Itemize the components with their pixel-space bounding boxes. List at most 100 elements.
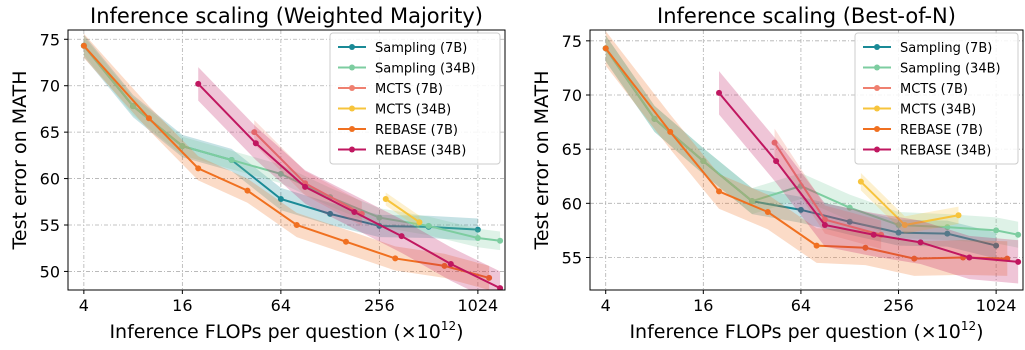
- p1-point-rebase-34b-3: [870, 231, 877, 238]
- p1-legend-marker-rebase-7b: [874, 126, 880, 132]
- p1-line-sampling-34b: [604, 47, 1019, 236]
- p0-y-tick-label-50: 50: [40, 262, 60, 281]
- p0-point-sampling-34b-4: [277, 170, 284, 177]
- p0-legend-item-mcts-7b: MCTS (7B): [338, 82, 443, 97]
- p0-point-rebase-34b-0: [195, 80, 202, 87]
- p1-series-mcts-34b: [857, 173, 962, 234]
- p0-legend-label-sampling-7b: Sampling (7B): [375, 41, 467, 56]
- p0-point-rebase-7b-2: [195, 165, 202, 172]
- p1-legend-label-rebase-7b: REBASE (7B): [900, 123, 983, 138]
- p1-x-tick-label-16: 16: [693, 296, 713, 315]
- p0-legend-label-mcts-7b: MCTS (7B): [375, 82, 443, 97]
- p0-y-tick-label-65: 65: [40, 123, 60, 142]
- p1-legend-item-sampling-34b: Sampling (34B): [863, 62, 1001, 77]
- p0-point-sampling-34b-8: [474, 235, 481, 241]
- p0-legend-item-rebase-7b: REBASE (7B): [338, 123, 458, 138]
- p1-point-sampling-7b-8: [993, 242, 1000, 249]
- p0-band-rebase-34b: [198, 67, 501, 290]
- p0-point-rebase-34b-4: [398, 233, 405, 240]
- p1-point-sampling-7b-6: [895, 229, 902, 236]
- p1-legend-item-rebase-34b: REBASE (34B): [863, 144, 991, 159]
- p1-y-tick-label-55: 55: [562, 249, 582, 268]
- p1-x-axis-label-text: Inference FLOPs per question (×10: [629, 321, 960, 343]
- p1-point-rebase-34b-4: [917, 239, 924, 246]
- p1-point-sampling-7b-5: [846, 218, 853, 225]
- p1-x-tick-label-4: 4: [601, 296, 611, 315]
- p0-point-sampling-34b-7: [425, 222, 432, 229]
- p0-point-rebase-7b-8: [486, 274, 493, 281]
- p1-band-mcts-34b: [860, 173, 959, 234]
- p1-point-rebase-34b-1: [773, 158, 780, 165]
- p0-legend-item-rebase-34b: REBASE (34B): [338, 144, 466, 159]
- p1-legend-box: [854, 32, 1019, 165]
- p1-point-rebase-7b-2: [716, 188, 723, 195]
- p1-x-tick-label-1024: 1024: [976, 296, 1017, 315]
- p0-point-rebase-34b-2: [302, 183, 309, 190]
- p0-legend-item-sampling-34b: Sampling (34B): [338, 62, 476, 77]
- p1-legend-item-mcts-34b: MCTS (34B): [863, 103, 976, 118]
- p1-point-rebase-7b-5: [862, 244, 869, 251]
- p1-legend-marker-mcts-34b: [874, 105, 880, 112]
- p1-point-rebase-7b-1: [667, 128, 674, 135]
- p0-point-sampling-7b-8: [474, 226, 481, 233]
- p1-point-mcts-34b-2: [955, 212, 962, 219]
- p1-series-mcts-7b: [771, 128, 885, 249]
- p1-point-rebase-34b-2: [821, 222, 828, 228]
- p0-x-axis-label-text: Inference FLOPs per question (×10: [109, 321, 440, 343]
- p0-legend-marker-sampling-7b: [349, 44, 355, 50]
- p0-legend-box: [329, 32, 501, 165]
- p0-x-tick-label-16: 16: [172, 296, 192, 315]
- p0-point-mcts-7b-0: [251, 129, 258, 136]
- p0-point-sampling-34b-2: [179, 143, 186, 150]
- p0-point-sampling-34b-1: [130, 103, 137, 110]
- p1-point-rebase-34b-6: [1015, 258, 1022, 265]
- p1-legend-label-sampling-34b: Sampling (34B): [900, 62, 1001, 77]
- p1-series-rebase-34b: [716, 71, 1022, 284]
- p0-legend-marker-mcts-34b: [349, 105, 355, 112]
- p0-line-mcts-34b: [385, 198, 421, 224]
- p0-y-axis-label: Test error on MATH: [9, 70, 31, 250]
- p1-legend-marker-rebase-34b: [874, 146, 880, 153]
- p0-point-rebase-34b-1: [252, 140, 259, 147]
- p1-y-axis-label: Test error on MATH: [531, 70, 553, 250]
- p1-y-tick-label-60: 60: [562, 194, 582, 213]
- p0-x-tick-label-4: 4: [79, 296, 89, 315]
- p1-point-sampling-7b-4: [797, 206, 804, 213]
- p0-x-tick-label-256: 256: [364, 296, 395, 315]
- p0-point-rebase-34b-3: [351, 209, 358, 215]
- p0-x-tick-label-1024: 1024: [458, 296, 499, 315]
- p0-legend-marker-rebase-34b: [349, 146, 355, 153]
- p1-legend: Sampling (7B) Sampling (34B) MCTS (7B) MCTS…: [854, 32, 1019, 165]
- p0-axes-frame: [67, 29, 506, 291]
- p0-legend-label-mcts-34b: MCTS (34B): [375, 103, 451, 118]
- p0-chart-title: Inference scaling (Weighted Majority): [90, 4, 483, 28]
- p0-x-axis-label: Inference FLOPs per question (×1012): [109, 319, 463, 343]
- p1-band-rebase-34b: [719, 71, 1019, 284]
- p1-legend-marker-sampling-34b: [874, 64, 880, 71]
- p1-point-sampling-34b-8: [993, 227, 1000, 234]
- p0-series-mcts-34b: [382, 192, 423, 229]
- p0-point-sampling-34b-3: [228, 157, 235, 163]
- p0-point-rebase-7b-7: [441, 262, 448, 269]
- p1-x-axis-label-close: ): [976, 321, 983, 343]
- p0-y-tick-label-60: 60: [40, 170, 60, 189]
- p1-point-sampling-7b-7: [944, 230, 951, 237]
- chart-weighted-majority: 4 16 64 256 1024 50 55 60 65 70 75 Inference scalin…: [9, 4, 506, 343]
- p1-point-sampling-34b-3: [749, 198, 756, 205]
- p0-legend-label-rebase-34b: REBASE (34B): [375, 144, 466, 159]
- chart-best-of-n: 4 16 64 256 1024 55 60 65 70 75 Inference scaling …: [531, 4, 1024, 343]
- p0-legend-marker-mcts-7b: [349, 85, 355, 91]
- p0-point-rebase-7b-4: [293, 222, 300, 228]
- p1-legend-item-mcts-7b: MCTS (7B): [863, 82, 968, 97]
- p1-x-axis-label: Inference FLOPs per question (×1012): [629, 319, 983, 343]
- p1-point-rebase-7b-3: [764, 209, 771, 215]
- p0-point-rebase-7b-0: [80, 42, 87, 49]
- p1-x-tick-label-64: 64: [791, 296, 811, 315]
- p0-legend-item-mcts-34b: MCTS (34B): [338, 103, 451, 118]
- p1-point-mcts-34b-1: [901, 222, 908, 228]
- p1-legend-label-mcts-34b: MCTS (34B): [900, 103, 976, 118]
- p1-series-rebase-7b: [602, 31, 1011, 276]
- p0-point-sampling-7b-4: [277, 196, 284, 202]
- p1-legend-marker-mcts-7b: [874, 85, 880, 91]
